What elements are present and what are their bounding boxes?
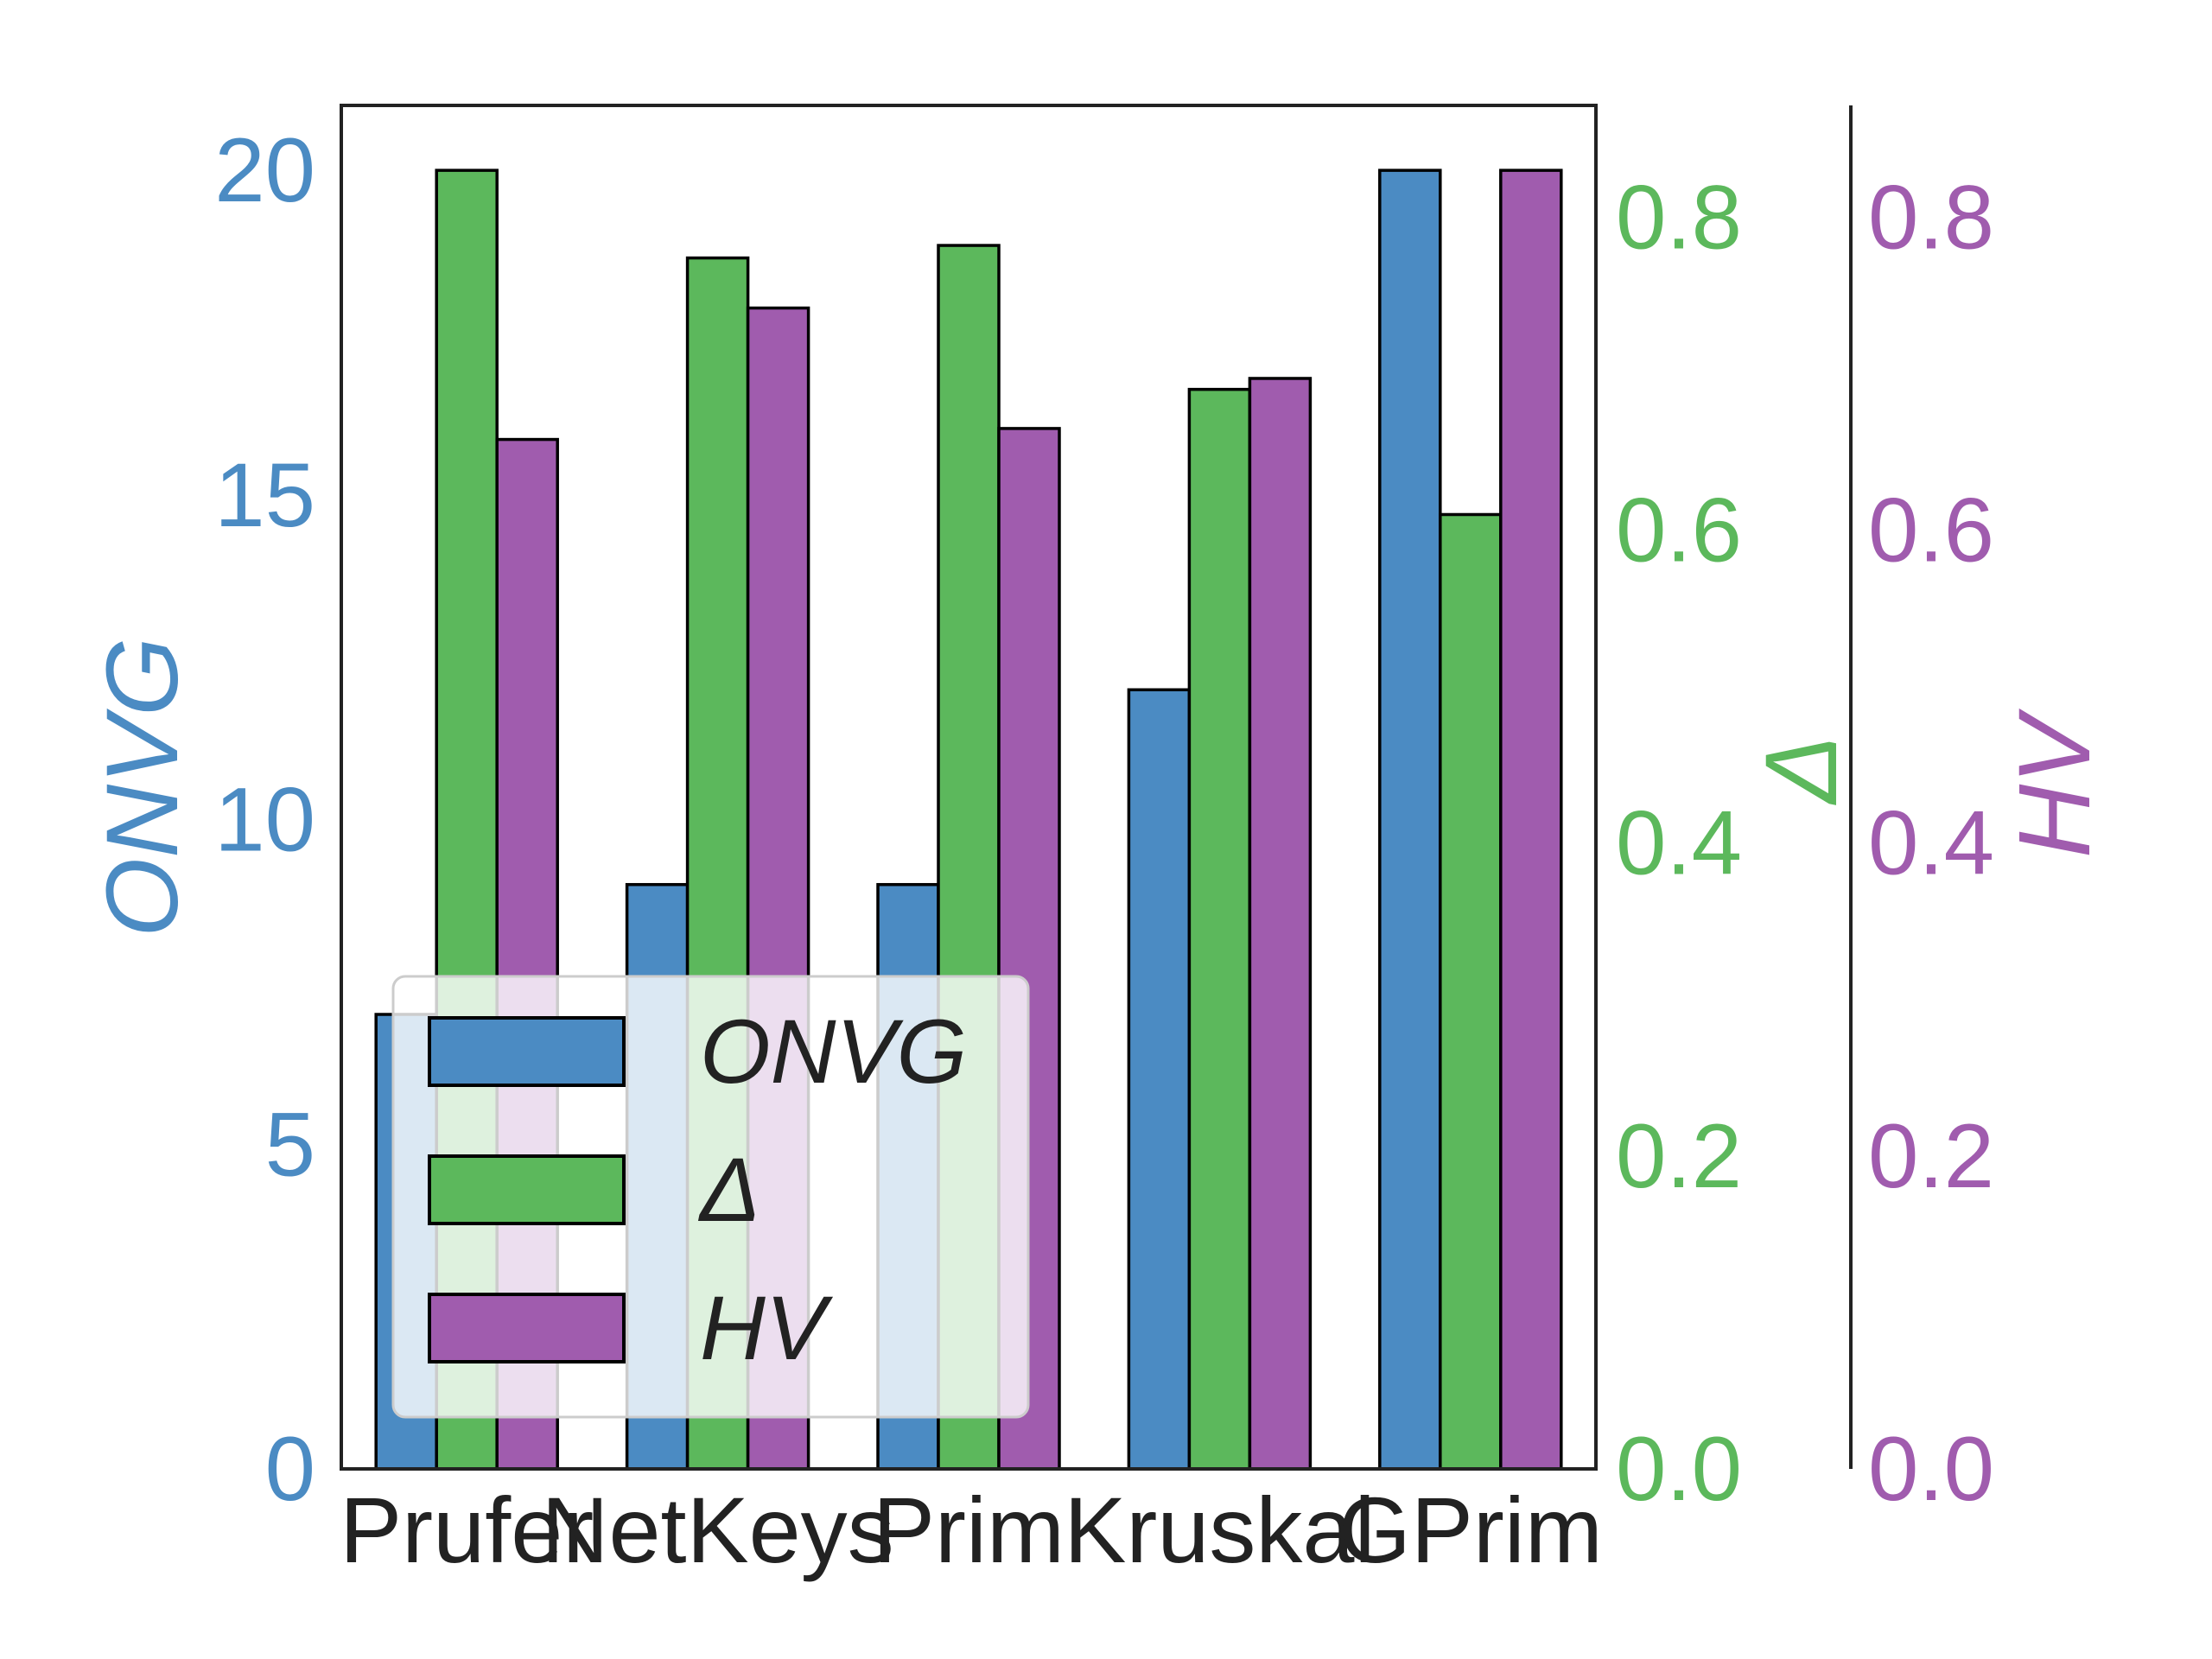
legend: ONVG Δ HV <box>391 975 1030 1419</box>
onvg-tick-label: 5 <box>265 1094 315 1195</box>
hv-axis: 0.0 0.2 0.4 0.6 0.8 HV <box>1849 105 2112 1520</box>
delta-tick-label: 0.6 <box>1616 480 1742 582</box>
onvg-tick-label: 15 <box>214 445 315 546</box>
hv-tick-label: 0.0 <box>1868 1419 1994 1520</box>
x-tick-label-kruskal: Kruskal <box>1064 1478 1375 1582</box>
onvg-axis-label: ONVG <box>86 637 200 938</box>
delta-tick-label: 0.0 <box>1616 1419 1742 1520</box>
onvg-tick-label: 20 <box>214 120 315 221</box>
bar-hv-kruskal <box>1248 377 1313 1471</box>
delta-axis: 0.0 0.2 0.4 0.6 0.8 Δ <box>1616 167 1859 1520</box>
hv-tick-label: 0.2 <box>1868 1106 1994 1207</box>
plot-border <box>340 104 1598 1471</box>
bar-onvg-kruskal <box>1127 688 1192 1471</box>
onvg-axis: 0 5 10 15 20 ONVG <box>86 120 315 1520</box>
legend-label-delta: Δ <box>697 1140 760 1241</box>
hv-tick-label: 0.6 <box>1868 480 1994 582</box>
delta-axis-label: Δ <box>1745 734 1859 805</box>
hv-tick-label: 0.8 <box>1868 167 1994 268</box>
hv-tick-label: 0.4 <box>1868 793 1994 894</box>
hv-axis-label: HV <box>1998 709 2112 858</box>
onvg-tick-label: 0 <box>265 1419 315 1520</box>
x-tick-label-netkeys: NetKeys <box>542 1478 894 1582</box>
delta-tick-label: 0.4 <box>1616 793 1742 894</box>
x-tick-label-gprim: GPrim <box>1338 1478 1603 1582</box>
legend-swatch-onvg <box>428 1016 626 1087</box>
plot-frame <box>340 104 1598 1471</box>
legend-label-hv: HV <box>700 1278 834 1379</box>
x-tick-label-prim: Prim <box>873 1478 1065 1582</box>
onvg-tick-label: 10 <box>214 770 315 871</box>
bar-hv-gprim <box>1499 168 1563 1471</box>
bar-delta-gprim <box>1439 512 1503 1471</box>
x-tick-label-prufer: Prufer <box>340 1478 594 1582</box>
delta-tick-label: 0.2 <box>1616 1106 1742 1207</box>
delta-tick-label: 0.8 <box>1616 167 1742 268</box>
bar-onvg-gprim <box>1378 168 1442 1471</box>
bar-delta-kruskal <box>1187 387 1252 1471</box>
legend-swatch-hv <box>428 1293 626 1363</box>
legend-swatch-delta <box>428 1154 626 1225</box>
legend-label-onvg: ONVG <box>700 1001 967 1103</box>
